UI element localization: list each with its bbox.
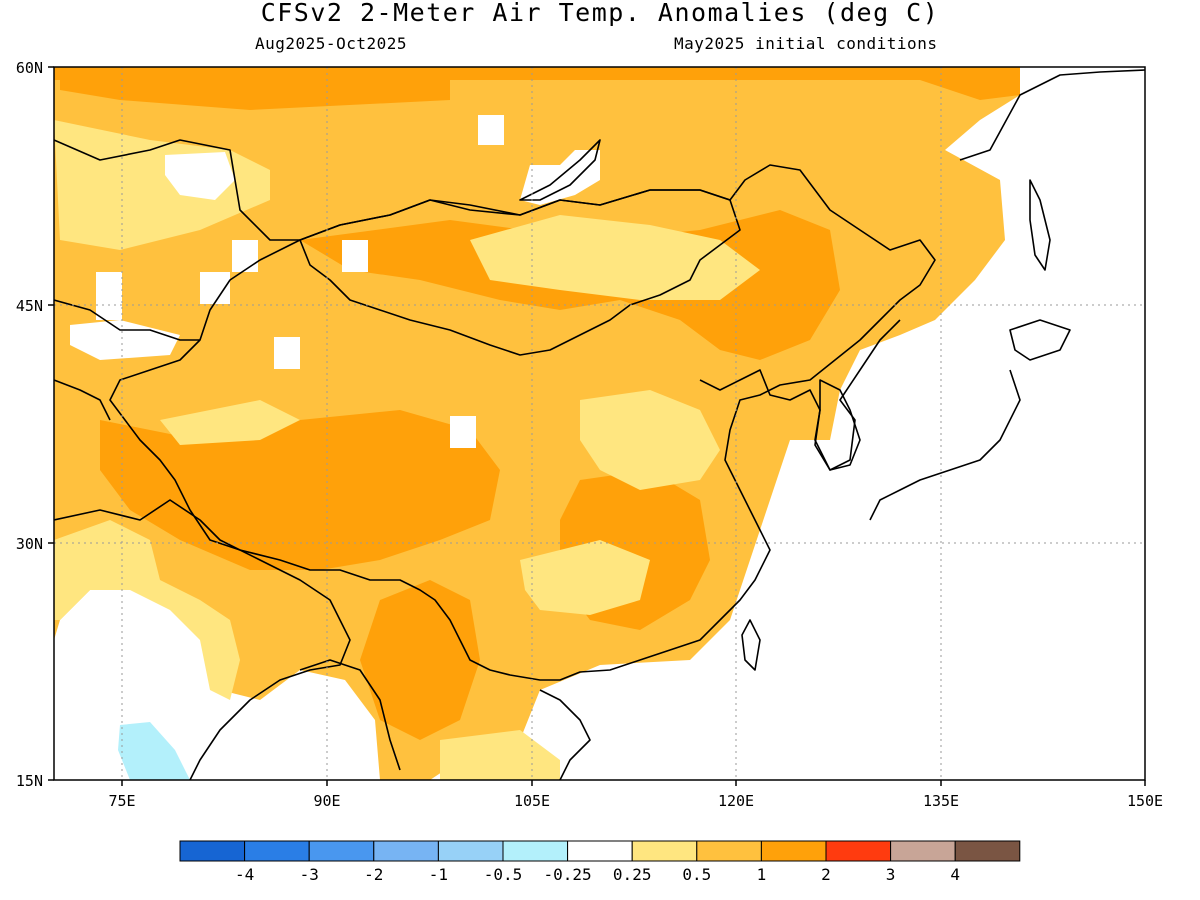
anomaly-region-025-05: [580, 390, 720, 490]
colorbar-swatch: [567, 840, 633, 862]
anomaly-region-025-05: [160, 400, 300, 445]
colorbar-swatch: [954, 840, 1021, 862]
coast-russia-east: [959, 69, 1145, 161]
colorbar-swatch: [437, 840, 504, 862]
colorbar-swatch: [696, 840, 762, 862]
mongolia-border: [299, 189, 741, 356]
forecast-period: Aug2025-Oct2025: [255, 34, 407, 53]
neutral-cell: [165, 152, 235, 200]
neutral-cell: [342, 240, 368, 272]
anomaly-field: [54, 67, 1020, 780]
colorbar-label: 0.25: [613, 865, 652, 884]
colorbar-swatch: [244, 840, 310, 862]
anomaly-region-m025-m05: [118, 722, 190, 780]
colorbar-swatch: [890, 840, 956, 862]
central-asia-borders: [54, 379, 111, 421]
colorbar-label: 4: [950, 865, 960, 884]
colorbar-swatch: [631, 840, 698, 862]
lat-tick-label: 15N: [16, 772, 43, 790]
colorbar-label: -4: [235, 865, 254, 884]
lat-tick-label: 45N: [16, 297, 43, 315]
lake-baikal: [519, 139, 601, 201]
colorbar-label: -3: [300, 865, 319, 884]
colorbar-label: 1: [757, 865, 767, 884]
neutral-cell: [232, 240, 258, 272]
bay-of-bengal-coast: [299, 659, 401, 771]
colorbar-label: -2: [364, 865, 383, 884]
colorbar-swatch: [825, 840, 892, 862]
anomaly-region-025-05: [440, 730, 560, 780]
colorbar-swatch: [502, 840, 569, 862]
gridlines: [54, 67, 1145, 780]
lon-tick-label: 135E: [923, 792, 959, 810]
neutral-cell: [274, 337, 300, 369]
taiwan: [741, 619, 761, 671]
anomaly-region-025-05: [520, 540, 650, 615]
colorbar-label: 0.5: [682, 865, 711, 884]
tick-marks: [48, 66, 1146, 786]
neutral-cell: [450, 416, 476, 448]
lat-tick-label: 30N: [16, 535, 43, 553]
anomaly-region-025-05: [470, 215, 760, 300]
lon-tick-label: 90E: [313, 792, 340, 810]
japan-hokkaido: [1009, 319, 1071, 361]
colorbar-swatch: [308, 840, 375, 862]
central-asia-borders: [54, 299, 200, 341]
colorbar-swatch: [179, 840, 246, 862]
colorbar-label: -0.25: [544, 865, 592, 884]
map-frame: [53, 66, 1146, 781]
japan-honshu: [869, 369, 1021, 521]
colorbar-label: -1: [429, 865, 448, 884]
central-asia-borders: [54, 139, 300, 241]
china-border: [109, 164, 936, 681]
map-title: CFSv2 2-Meter Air Temp. Anomalies (deg C…: [260, 0, 940, 27]
anomaly-region-1-2: [60, 70, 450, 110]
colorbar-swatch: [373, 840, 439, 862]
initial-conditions: May2025 initial conditions: [674, 34, 938, 53]
neutral-cell: [478, 115, 504, 145]
anomaly-region-1-2: [100, 410, 500, 570]
lon-tick-label: 75E: [108, 792, 135, 810]
korea-peninsula: [814, 379, 861, 471]
colorbar: -4 -3 -2 -1 -0.5 -0.25 0.25 0.5 1 2 3 4: [179, 840, 1021, 884]
colorbar-label: 2: [821, 865, 831, 884]
colorbar-swatch: [760, 840, 827, 862]
neutral-cell: [96, 272, 122, 320]
anomaly-region-025-05: [54, 520, 240, 700]
lon-tick-label: 105E: [514, 792, 550, 810]
lon-tick-label: 150E: [1127, 792, 1163, 810]
india-border: [54, 499, 351, 780]
lon-tick-label: 120E: [718, 792, 754, 810]
indochina-coast: [539, 689, 591, 780]
colorbar-label: 3: [886, 865, 896, 884]
sakhalin: [1029, 179, 1051, 271]
coastlines-borders: [54, 69, 1145, 780]
colorbar-label: -0.5: [484, 865, 523, 884]
lat-tick-label: 60N: [16, 59, 43, 77]
